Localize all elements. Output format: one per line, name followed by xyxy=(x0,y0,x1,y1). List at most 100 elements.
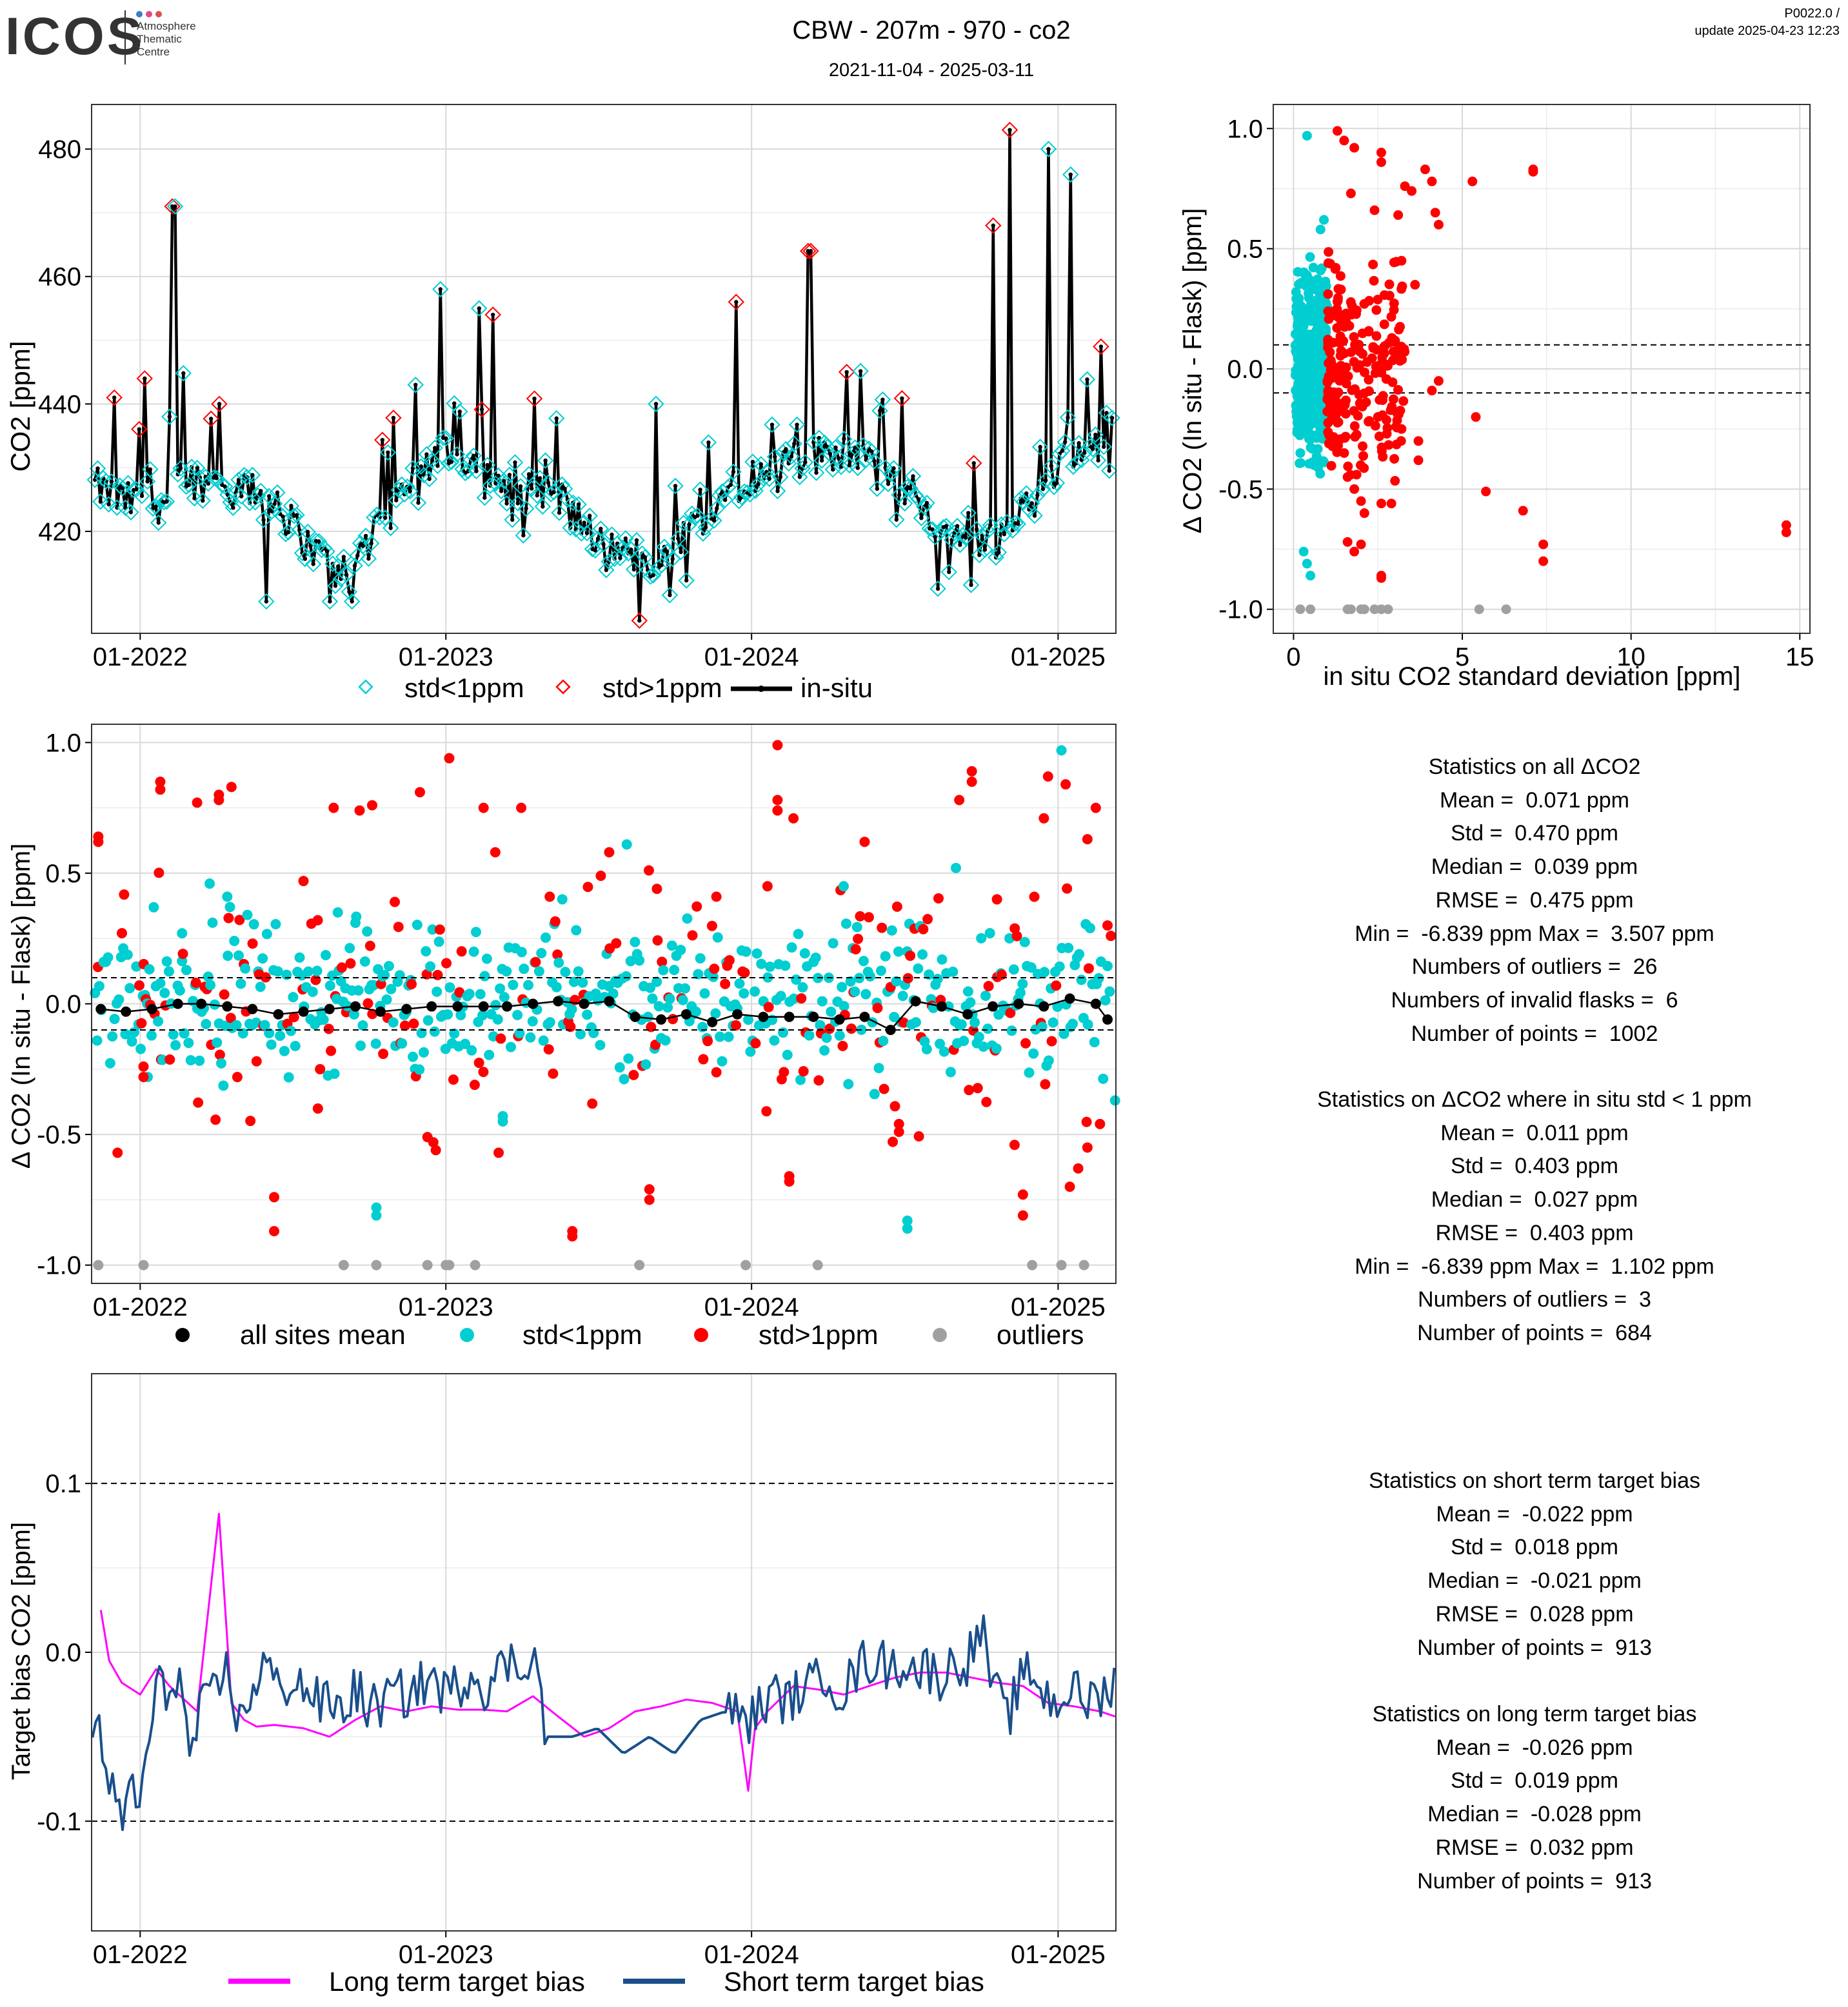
delta-point-std-lt1 xyxy=(950,862,961,873)
insitu-dot xyxy=(532,396,537,401)
data-point-diamond xyxy=(672,544,690,560)
data-point-diamond xyxy=(429,457,446,475)
delta-point-std-lt1 xyxy=(819,1045,830,1056)
data-point-diamond xyxy=(224,499,242,517)
delta-point-std-lt1 xyxy=(697,1022,708,1033)
delta-point-std-lt1 xyxy=(183,1038,194,1049)
delta-point-std-gt1 xyxy=(1060,779,1071,790)
delta-point-std-gt1 xyxy=(1106,931,1117,942)
delta-point-outlier xyxy=(422,1260,433,1270)
delta-point-std-gt1 xyxy=(456,946,467,957)
scatter-point-std1ppm xyxy=(1430,208,1440,218)
data-point-diamond xyxy=(592,520,610,537)
delta-point-std-lt1 xyxy=(897,991,908,1002)
data-point-diamond xyxy=(246,494,264,511)
insitu-dot xyxy=(366,557,371,561)
scatter-point-std-gt1 xyxy=(1387,377,1398,388)
insitu-dot xyxy=(773,455,777,459)
delta-point-std-gt1 xyxy=(1046,1036,1057,1047)
delta-point-std-lt1 xyxy=(418,1047,429,1058)
insitu-dot xyxy=(695,513,700,518)
y-tick-label: 440 xyxy=(38,390,81,419)
insitu-dot xyxy=(1066,415,1070,420)
scatter-point-std1ppm xyxy=(1427,386,1437,396)
legend-std-gt1-dot xyxy=(694,1328,708,1342)
delta-point-std-lt1 xyxy=(937,954,948,965)
insitu-dot xyxy=(355,553,360,558)
mean-point xyxy=(1013,998,1024,1009)
data-point-diamond xyxy=(1035,480,1051,498)
delta-point-std-lt1 xyxy=(699,988,710,999)
delta-point-std-lt1 xyxy=(734,978,745,989)
delta-point-std-lt1 xyxy=(255,982,266,993)
insitu-dot xyxy=(1032,513,1037,518)
delta-point-std-gt1 xyxy=(315,1063,326,1074)
insitu-dot xyxy=(324,549,330,554)
delta-point-std-lt1 xyxy=(921,1043,932,1054)
delta-point-std-lt1 xyxy=(429,1026,440,1037)
data-point-diamond xyxy=(114,480,131,497)
delta-point-std-lt1 xyxy=(910,1017,921,1028)
scatter-point-std-gt1 xyxy=(1325,347,1335,357)
delta-point-std-gt1 xyxy=(898,1017,909,1028)
delta-point-std-gt1 xyxy=(155,784,166,795)
insitu-dot xyxy=(1096,458,1100,463)
scatter-point-std-lt1 xyxy=(1298,268,1309,278)
insitu-dot xyxy=(347,589,352,594)
data-point-diamond xyxy=(128,481,145,498)
data-point-diamond xyxy=(811,430,828,446)
delta-point-std-gt1 xyxy=(219,989,230,1000)
insitu-dot xyxy=(634,538,639,542)
delta-point-std-lt1 xyxy=(577,977,588,988)
insitu-dot xyxy=(134,487,139,492)
insitu-dot xyxy=(507,473,512,477)
insitu-dot xyxy=(1043,478,1048,483)
data-point-diamond xyxy=(258,593,275,610)
scatter-point-std-lt1 xyxy=(1304,433,1314,444)
delta-point-std-lt1 xyxy=(394,970,405,981)
data-point-diamond xyxy=(838,364,855,381)
delta-point-std-lt1 xyxy=(751,948,762,959)
scatter-point-std-gt1 xyxy=(1351,470,1362,480)
scatter-point-std-gt1 xyxy=(1343,461,1353,471)
stats-heading: Statistics on short term target bias xyxy=(1369,1468,1700,1493)
insitu-dot xyxy=(477,306,481,311)
delta-point-std-lt1 xyxy=(388,1017,399,1028)
y-tick-label: 420 xyxy=(38,518,81,546)
delta-point-std-lt1 xyxy=(109,1014,120,1025)
delta-point-std-gt1 xyxy=(444,753,455,764)
insitu-dot xyxy=(715,506,719,511)
delta-point-std-lt1 xyxy=(414,1064,425,1075)
delta-point-std-lt1 xyxy=(357,1020,368,1031)
delta-point-std-lt1 xyxy=(215,1058,226,1069)
delta-point-outlier xyxy=(470,1260,481,1270)
delta-point-std-lt1 xyxy=(1054,961,1065,972)
scatter-point-std1ppm xyxy=(1781,527,1791,537)
data-point-diamond xyxy=(979,522,996,540)
scatter-point-std1ppm xyxy=(1538,556,1549,566)
data-point-diamond xyxy=(893,390,911,407)
delta-timeseries-panel: 01-2022 01-2023 01-2024 01-2025 -1.0 -0.5 0.0 0… xyxy=(37,724,1120,1321)
scatter-point-std1ppm xyxy=(1359,508,1369,519)
data-point-diamond xyxy=(733,489,750,506)
delta-point-std-lt1 xyxy=(444,982,455,993)
delta-point-std-gt1 xyxy=(550,916,561,927)
data-point-diamond xyxy=(468,462,485,480)
delta-point-std-gt1 xyxy=(1042,771,1053,782)
scatter-point-std-gt1 xyxy=(1386,311,1396,322)
insitu-dot xyxy=(139,493,144,499)
legend-short-term-label: Short term target bias xyxy=(724,1966,984,1997)
legend-mean-marker xyxy=(175,1328,190,1342)
y-tick-label: -0.5 xyxy=(1218,475,1263,504)
scatter-point-std-gt1 xyxy=(1368,342,1378,352)
delta-point-std-lt1 xyxy=(619,1074,630,1085)
delta-point-std-gt1 xyxy=(154,867,164,878)
data-point-diamond xyxy=(147,498,164,515)
delta-point-std-lt1 xyxy=(642,1011,653,1022)
mean-point xyxy=(1038,1001,1049,1012)
delta-vs-std-panel: 0 5 10 15 -1.0 -0.5 0.0 0.5 1.0 xyxy=(1218,104,1814,671)
delta-point-std-lt1 xyxy=(104,1058,115,1069)
delta-point-std-lt1 xyxy=(902,1223,913,1234)
insitu-dot xyxy=(502,479,506,484)
data-point-diamond xyxy=(758,464,775,480)
